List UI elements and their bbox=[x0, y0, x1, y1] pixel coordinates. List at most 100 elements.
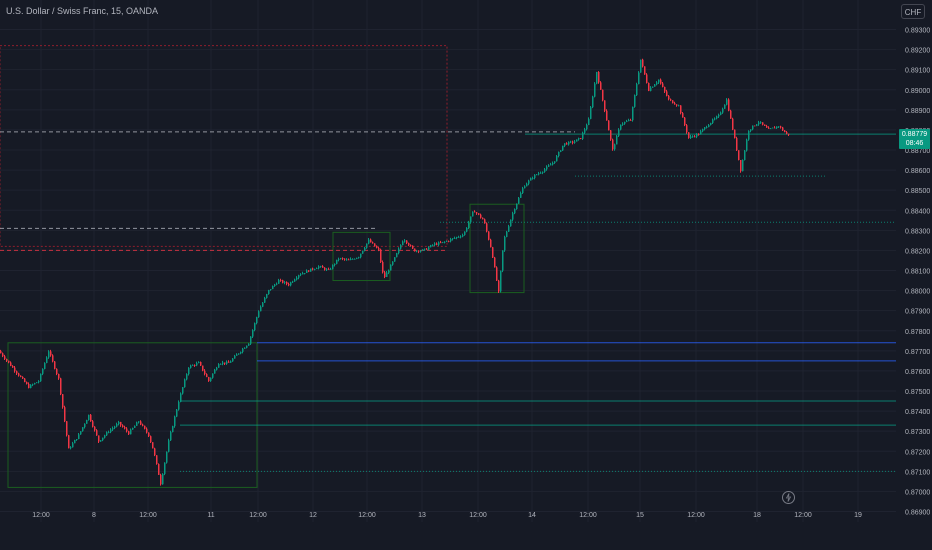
candle-body bbox=[156, 455, 158, 465]
candle-body bbox=[428, 247, 430, 250]
candle-body bbox=[350, 258, 352, 261]
candle-body bbox=[492, 247, 494, 258]
candle-body bbox=[308, 270, 310, 272]
y-tick-label: 0.87600 bbox=[905, 369, 930, 376]
candle-body bbox=[222, 362, 224, 364]
candle-body bbox=[550, 164, 552, 166]
candle-body bbox=[772, 127, 774, 129]
candle-body bbox=[330, 268, 332, 270]
candle-body bbox=[100, 440, 102, 442]
candle-body bbox=[248, 343, 250, 346]
candle-body bbox=[542, 171, 544, 173]
candle-body bbox=[128, 431, 130, 435]
candle-body bbox=[58, 374, 60, 379]
candle-body bbox=[782, 127, 784, 131]
candle-body bbox=[54, 361, 56, 369]
candle-body bbox=[384, 272, 386, 277]
candle-body bbox=[40, 373, 42, 382]
candle-body bbox=[290, 282, 292, 286]
candle-body bbox=[376, 246, 378, 249]
candle-body bbox=[470, 216, 472, 223]
candle-body bbox=[6, 359, 8, 361]
candle-body bbox=[304, 272, 306, 274]
candle-body bbox=[314, 269, 316, 270]
candle-body bbox=[506, 231, 508, 237]
candle-body bbox=[232, 358, 234, 362]
currency-button[interactable]: CHF bbox=[901, 4, 925, 19]
candle-body bbox=[750, 129, 752, 131]
candle-body bbox=[24, 378, 26, 383]
candle-body bbox=[250, 336, 252, 344]
candle-body bbox=[468, 222, 470, 228]
candle-body bbox=[120, 421, 122, 426]
candle-body bbox=[740, 160, 742, 172]
candle-body bbox=[68, 435, 70, 449]
candle-body bbox=[202, 365, 204, 371]
candle-body bbox=[368, 239, 370, 244]
candle-body bbox=[656, 82, 658, 85]
candle-body bbox=[586, 124, 588, 130]
candle-body bbox=[666, 91, 668, 96]
candle-body bbox=[380, 249, 382, 263]
candle-body bbox=[598, 72, 600, 83]
candle-body bbox=[654, 84, 656, 87]
candle-body bbox=[648, 82, 650, 91]
candle-body bbox=[702, 129, 704, 132]
candle-body bbox=[108, 432, 110, 433]
candle-body bbox=[190, 365, 192, 368]
candle-body bbox=[746, 139, 748, 151]
candle-body bbox=[292, 281, 294, 283]
candle-body bbox=[454, 237, 456, 239]
candle-body bbox=[780, 126, 782, 128]
candle-body bbox=[200, 362, 202, 366]
candle-body bbox=[600, 82, 602, 90]
candle-body bbox=[326, 269, 328, 270]
candle-body bbox=[566, 143, 568, 145]
candle-body bbox=[180, 393, 182, 402]
candle-body bbox=[116, 424, 118, 427]
candle-body bbox=[170, 432, 172, 441]
candle-body bbox=[48, 351, 50, 358]
candle-body bbox=[622, 123, 624, 125]
candle-body bbox=[134, 425, 136, 428]
candle-body bbox=[436, 243, 438, 245]
candle-body bbox=[512, 213, 514, 220]
candle-body bbox=[278, 280, 280, 284]
candle-body bbox=[56, 368, 58, 375]
candle-body bbox=[318, 266, 320, 269]
candle-body bbox=[486, 223, 488, 232]
candle-body bbox=[258, 311, 260, 318]
y-tick-label: 0.88500 bbox=[905, 188, 930, 195]
candle-body bbox=[734, 129, 736, 139]
candle-body bbox=[426, 248, 428, 250]
candle-body bbox=[604, 100, 606, 111]
candle-body bbox=[510, 219, 512, 227]
candle-body bbox=[42, 368, 44, 374]
candle-body bbox=[742, 159, 744, 172]
candle-body bbox=[152, 442, 154, 449]
candle-body bbox=[310, 268, 312, 272]
candle-body bbox=[596, 72, 598, 84]
lightning-icon[interactable] bbox=[782, 491, 795, 504]
candle-body bbox=[204, 370, 206, 375]
candle-body bbox=[778, 126, 780, 128]
candle-body bbox=[296, 277, 298, 280]
candle-body bbox=[102, 437, 104, 441]
candle-body bbox=[82, 427, 84, 432]
candle-body bbox=[286, 281, 288, 284]
candle-body bbox=[162, 473, 164, 485]
candle-body bbox=[336, 259, 338, 264]
candle-body bbox=[726, 99, 728, 105]
candle-body bbox=[516, 203, 518, 210]
candle-body bbox=[364, 247, 366, 251]
y-tick-label: 0.88600 bbox=[905, 168, 930, 175]
candle-body bbox=[478, 213, 480, 215]
candle-body bbox=[238, 353, 240, 355]
x-tick-label: 12:00 bbox=[469, 512, 487, 519]
candle-body bbox=[536, 174, 538, 176]
candle-body bbox=[106, 432, 108, 436]
candle-body bbox=[756, 124, 758, 126]
candle-body bbox=[144, 425, 146, 429]
y-tick-label: 0.88700 bbox=[905, 148, 930, 155]
